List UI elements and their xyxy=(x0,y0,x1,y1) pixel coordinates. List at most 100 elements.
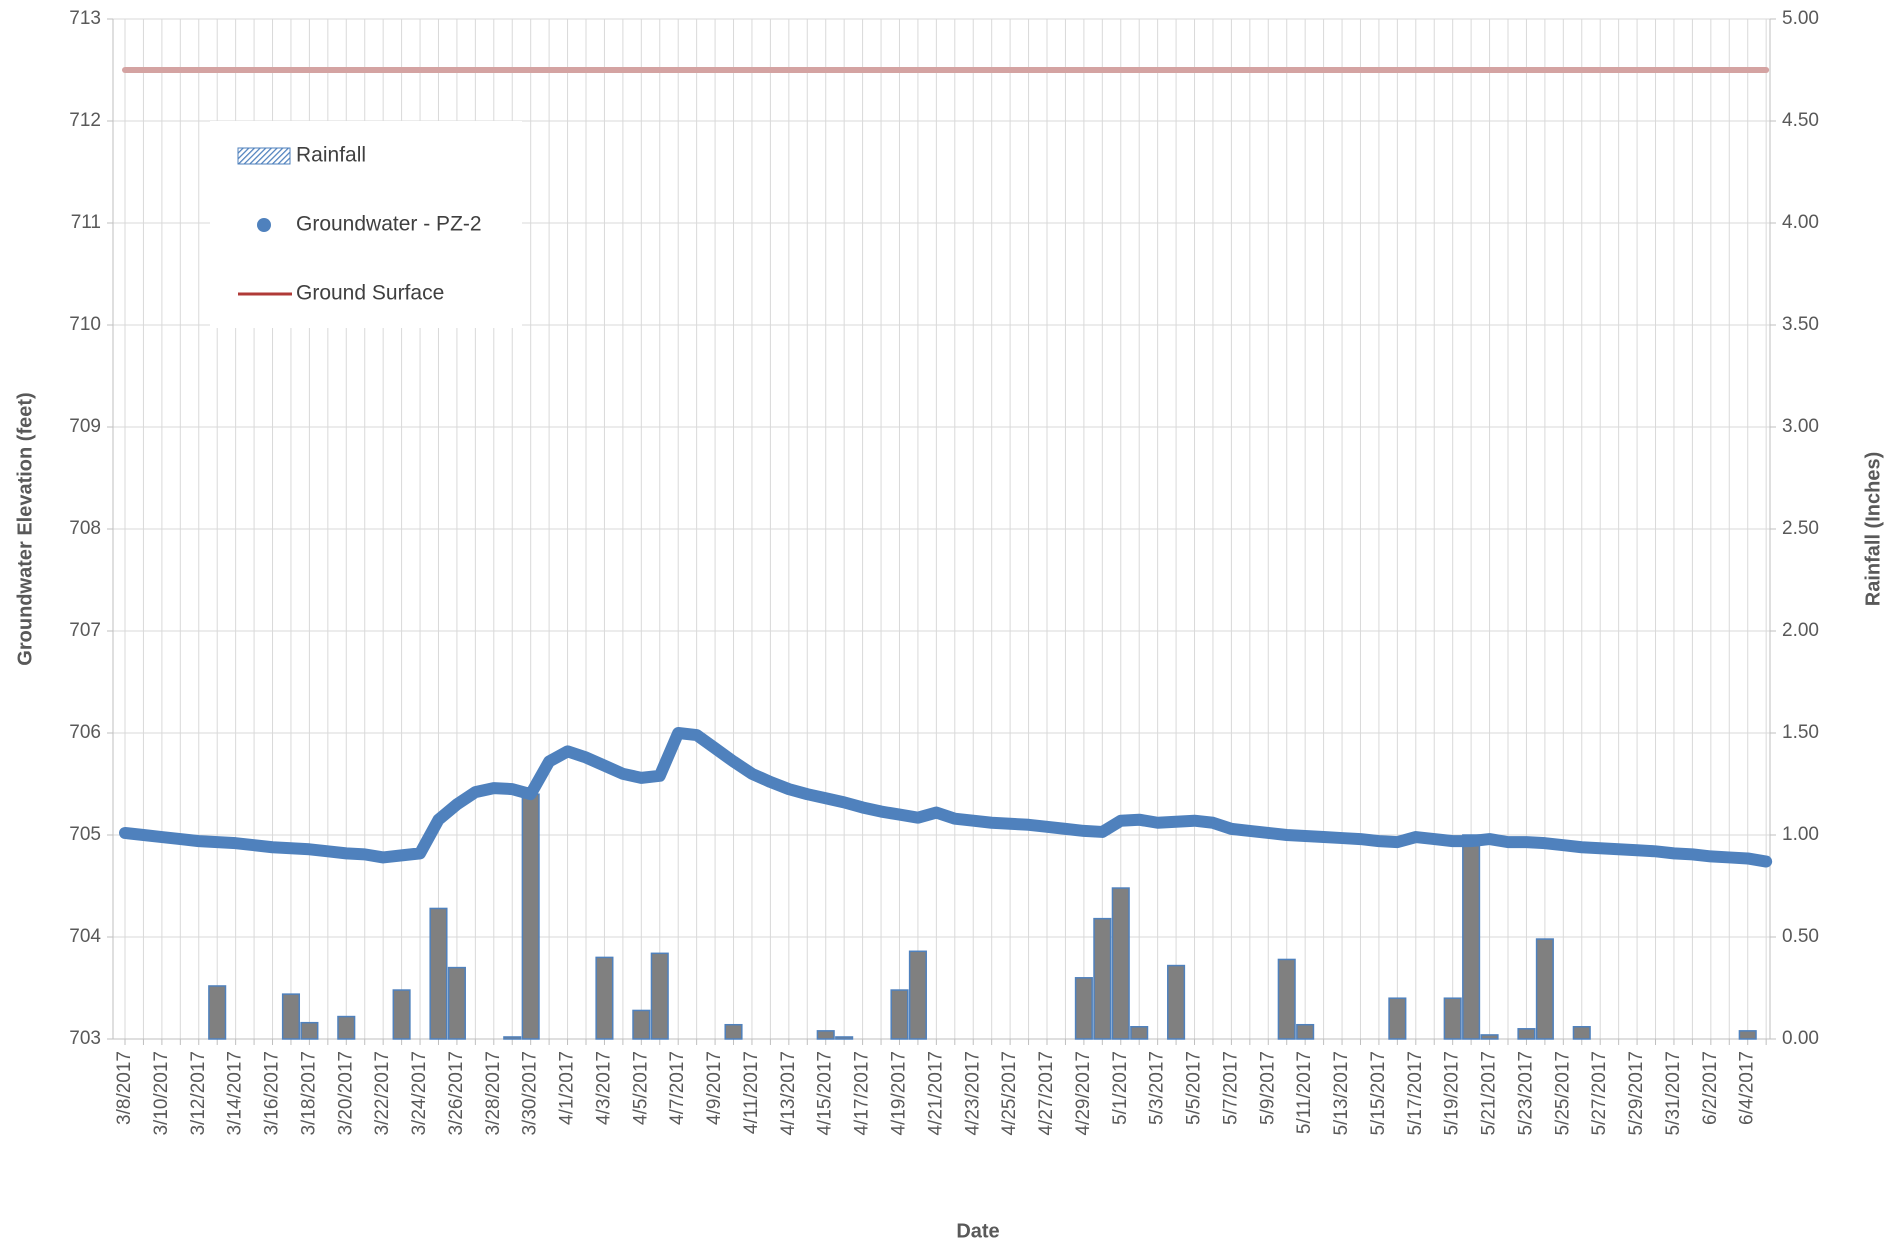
y-axis-title: Groundwater Elevation (feet) xyxy=(14,392,36,665)
rain-bar xyxy=(1093,917,1112,1040)
x-tick-label: 5/1/2017 xyxy=(1110,1051,1131,1125)
x-tick-label: 4/19/2017 xyxy=(888,1051,909,1136)
x-tick-label: 5/27/2017 xyxy=(1589,1051,1610,1136)
x-tick-label: 4/7/2017 xyxy=(667,1051,688,1125)
rain-bar xyxy=(1277,958,1296,1040)
rain-bar xyxy=(1517,1028,1536,1040)
y2-tick-label: 2.50 xyxy=(1782,518,1819,539)
x-tick-label: 5/5/2017 xyxy=(1184,1051,1205,1125)
x-tick-label: 5/9/2017 xyxy=(1257,1051,1278,1125)
y2-axis-title: Rainfall (Inches) xyxy=(1862,452,1884,606)
y-tick-label: 705 xyxy=(69,824,101,845)
legend-label: Groundwater - PZ-2 xyxy=(296,213,482,236)
x-tick-label: 4/9/2017 xyxy=(704,1051,725,1125)
x-tick-label: 5/31/2017 xyxy=(1663,1051,1684,1136)
x-tick-label: 5/25/2017 xyxy=(1552,1051,1573,1136)
legend-swatch xyxy=(237,147,291,165)
y-tick-label: 704 xyxy=(69,926,101,947)
y2-tick-label: 3.50 xyxy=(1782,314,1819,335)
x-tick-label: 3/12/2017 xyxy=(188,1051,209,1136)
x-tick-label: 3/18/2017 xyxy=(298,1051,319,1136)
y2-tick-label: 2.00 xyxy=(1782,620,1819,641)
x-tick-label: 3/8/2017 xyxy=(114,1051,135,1125)
x-axis-title: Date xyxy=(956,1220,999,1242)
rain-bar xyxy=(650,952,669,1040)
x-tick-label: 4/27/2017 xyxy=(1036,1051,1057,1136)
y2-tick-label: 1.50 xyxy=(1782,722,1819,743)
x-tick-label: 5/29/2017 xyxy=(1626,1051,1647,1136)
rain-bar xyxy=(1167,964,1186,1040)
rain-bar xyxy=(1443,997,1462,1040)
x-tick-label: 6/4/2017 xyxy=(1737,1051,1758,1125)
rain-bar xyxy=(632,1009,651,1040)
x-tick-label: 4/23/2017 xyxy=(962,1051,983,1136)
x-tick-label: 4/13/2017 xyxy=(778,1051,799,1136)
x-tick-label: 3/16/2017 xyxy=(262,1051,283,1136)
y2-tick-label: 1.00 xyxy=(1782,824,1819,845)
rain-bar xyxy=(503,1036,522,1040)
x-tick-label: 3/14/2017 xyxy=(225,1051,246,1136)
rain-bar xyxy=(447,966,466,1040)
rain-bar xyxy=(835,1036,854,1040)
rain-bar xyxy=(1462,834,1481,1040)
x-tick-label: 3/26/2017 xyxy=(446,1051,467,1136)
x-tick-label: 5/11/2017 xyxy=(1294,1051,1315,1134)
rain-bar xyxy=(1388,997,1407,1040)
x-tick-label: 4/5/2017 xyxy=(630,1051,651,1125)
y2-tick-label: 5.00 xyxy=(1782,8,1819,29)
rain-bar xyxy=(1296,1023,1315,1040)
x-tick-label: 4/29/2017 xyxy=(1073,1051,1094,1136)
y-tick-label: 711 xyxy=(71,212,101,233)
legend-swatch xyxy=(257,218,271,232)
x-tick-label: 3/10/2017 xyxy=(151,1051,172,1136)
x-tick-label: 5/3/2017 xyxy=(1147,1051,1168,1125)
rain-bar xyxy=(816,1030,835,1040)
rain-bar xyxy=(521,793,540,1040)
rain-bar xyxy=(1130,1026,1149,1040)
x-tick-label: 3/24/2017 xyxy=(409,1051,430,1136)
y-tick-label: 706 xyxy=(69,722,101,743)
x-tick-label: 4/17/2017 xyxy=(852,1051,873,1136)
rain-bar xyxy=(281,993,301,1040)
rain-bar xyxy=(724,1023,743,1040)
x-tick-label: 4/21/2017 xyxy=(925,1051,946,1136)
rain-bar xyxy=(595,956,614,1040)
rain-bar xyxy=(908,950,927,1040)
rain-bar xyxy=(1074,977,1093,1040)
rain-bar xyxy=(392,989,411,1040)
x-tick-label: 5/21/2017 xyxy=(1479,1051,1500,1136)
x-tick-label: 5/7/2017 xyxy=(1220,1051,1241,1125)
series-line xyxy=(119,727,1773,868)
y2-tick-label: 0.00 xyxy=(1782,1028,1819,1049)
x-tick-label: 4/11/2017 xyxy=(741,1051,762,1134)
x-tick-label: 4/3/2017 xyxy=(593,1051,614,1125)
legend-label: Ground Surface xyxy=(296,282,444,305)
x-tick-label: 4/1/2017 xyxy=(557,1051,578,1125)
rain-bar xyxy=(1535,938,1554,1040)
y2-tick-label: 3.00 xyxy=(1782,416,1819,437)
x-tick-label: 5/17/2017 xyxy=(1405,1051,1426,1136)
x-tick-label: 3/28/2017 xyxy=(483,1051,504,1136)
rain-bar xyxy=(1111,887,1130,1040)
x-tick-label: 4/15/2017 xyxy=(815,1051,836,1136)
y-tick-label: 712 xyxy=(69,110,101,131)
rain-bar xyxy=(1572,1026,1591,1040)
rain-bar xyxy=(208,985,227,1040)
x-tick-label: 5/23/2017 xyxy=(1515,1051,1536,1136)
x-tick-label: 5/19/2017 xyxy=(1442,1051,1463,1136)
y-tick-label: 709 xyxy=(69,416,101,437)
legend: Rainfall Groundwater - PZ-2 Ground Surface xyxy=(210,121,522,328)
rain-bar xyxy=(890,989,909,1040)
y-tick-label: 708 xyxy=(69,518,101,539)
legend-label: Rainfall xyxy=(296,144,366,167)
x-tick-label: 3/20/2017 xyxy=(335,1051,356,1136)
x-tick-label: 3/30/2017 xyxy=(520,1051,541,1136)
rain-bar xyxy=(1480,1034,1499,1040)
y-tick-label: 713 xyxy=(69,8,101,29)
x-tick-label: 6/2/2017 xyxy=(1700,1051,1721,1125)
rain-bar xyxy=(429,907,448,1040)
rain-bar xyxy=(337,1015,356,1040)
y-tick-label: 707 xyxy=(69,620,101,641)
y2-tick-label: 4.00 xyxy=(1782,212,1819,233)
